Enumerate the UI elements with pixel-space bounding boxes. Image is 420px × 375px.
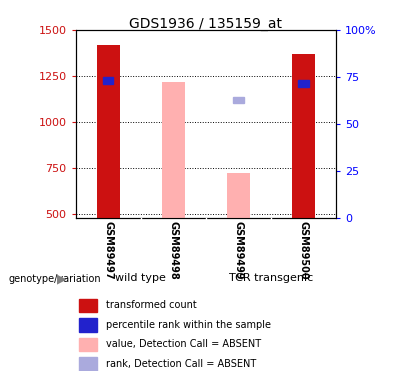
Text: GDS1936 / 135159_at: GDS1936 / 135159_at: [129, 17, 282, 31]
Text: rank, Detection Call = ABSENT: rank, Detection Call = ABSENT: [106, 359, 256, 369]
Text: GSM89498: GSM89498: [168, 221, 178, 280]
Text: genotype/variation: genotype/variation: [8, 274, 101, 284]
Text: ▶: ▶: [57, 272, 66, 285]
Bar: [79, 298, 97, 312]
Bar: [292, 54, 315, 217]
Text: wild type: wild type: [115, 273, 166, 284]
Bar: [162, 82, 185, 218]
Bar: [97, 45, 120, 218]
Bar: [79, 338, 97, 351]
Bar: [298, 80, 309, 87]
Bar: [233, 96, 244, 103]
Text: transformed count: transformed count: [106, 300, 197, 310]
Bar: [79, 318, 97, 332]
Bar: [103, 77, 113, 84]
Text: GSM89497: GSM89497: [103, 221, 113, 280]
Text: GSM89499: GSM89499: [234, 221, 243, 280]
Text: percentile rank within the sample: percentile rank within the sample: [106, 320, 271, 330]
Bar: [227, 173, 250, 217]
Text: TCR transgenic: TCR transgenic: [229, 273, 313, 284]
Text: value, Detection Call = ABSENT: value, Detection Call = ABSENT: [106, 339, 261, 349]
Bar: [79, 357, 97, 370]
Text: GSM89500: GSM89500: [299, 221, 308, 280]
